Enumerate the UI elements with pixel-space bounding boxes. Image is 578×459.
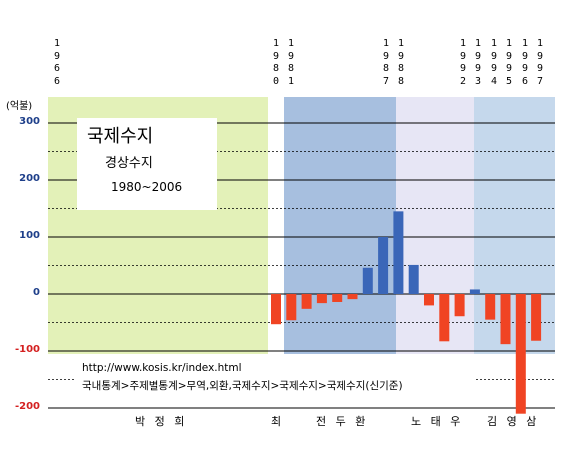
president-label-4: 김 영 삼 bbox=[487, 415, 540, 428]
president-label-3: 노 태 우 bbox=[411, 415, 464, 428]
source-path: 국내통계>주제별통계>무역,외환,국제수지>국제수지>국제수지(신기준) bbox=[82, 380, 403, 392]
period-band-2 bbox=[284, 97, 396, 354]
y-tick-300: 300 bbox=[19, 116, 40, 127]
bar-1994 bbox=[485, 294, 496, 320]
bar-1988 bbox=[393, 211, 404, 294]
bar-1989 bbox=[408, 264, 419, 294]
chart-title: 국제수지 bbox=[87, 126, 154, 147]
chart-period: 1980~2006 bbox=[111, 180, 183, 194]
source-url: http://www.kosis.kr/index.html bbox=[82, 362, 242, 374]
title-box: 국제수지 경상수지 1980~2006 bbox=[77, 118, 217, 210]
y-tick--200: -200 bbox=[14, 401, 40, 412]
y-axis-unit: (억불) bbox=[6, 101, 33, 112]
y-tick-200: 200 bbox=[19, 173, 40, 184]
president-label-1: 최 bbox=[271, 415, 285, 428]
president-label-0: 박 정 희 bbox=[135, 415, 188, 428]
bar-1990 bbox=[424, 294, 434, 306]
bar-1986 bbox=[362, 267, 373, 294]
bar-1991 bbox=[439, 294, 450, 342]
bar-1987 bbox=[378, 237, 389, 294]
y-tick--100: -100 bbox=[14, 344, 40, 355]
bar-1984 bbox=[332, 294, 343, 302]
y-tick-0: 0 bbox=[33, 287, 40, 298]
bar-1983 bbox=[316, 294, 327, 304]
y-tick-100: 100 bbox=[19, 230, 40, 241]
president-label-2: 전 두 환 bbox=[316, 415, 369, 428]
bar-1995 bbox=[500, 294, 511, 345]
bar-1992 bbox=[454, 294, 465, 317]
bars bbox=[271, 211, 542, 414]
bar-1985 bbox=[347, 294, 358, 300]
bar-1996 bbox=[515, 294, 526, 414]
bar-1993 bbox=[469, 289, 480, 294]
bar-1982 bbox=[301, 294, 312, 309]
bar-1980 bbox=[271, 294, 281, 325]
chart-subtitle: 경상수지 bbox=[105, 156, 153, 171]
bar-1997 bbox=[531, 294, 542, 341]
source-box: http://www.kosis.kr/index.html 국내통계>주제별통… bbox=[76, 357, 474, 397]
bar-1981 bbox=[286, 294, 297, 321]
